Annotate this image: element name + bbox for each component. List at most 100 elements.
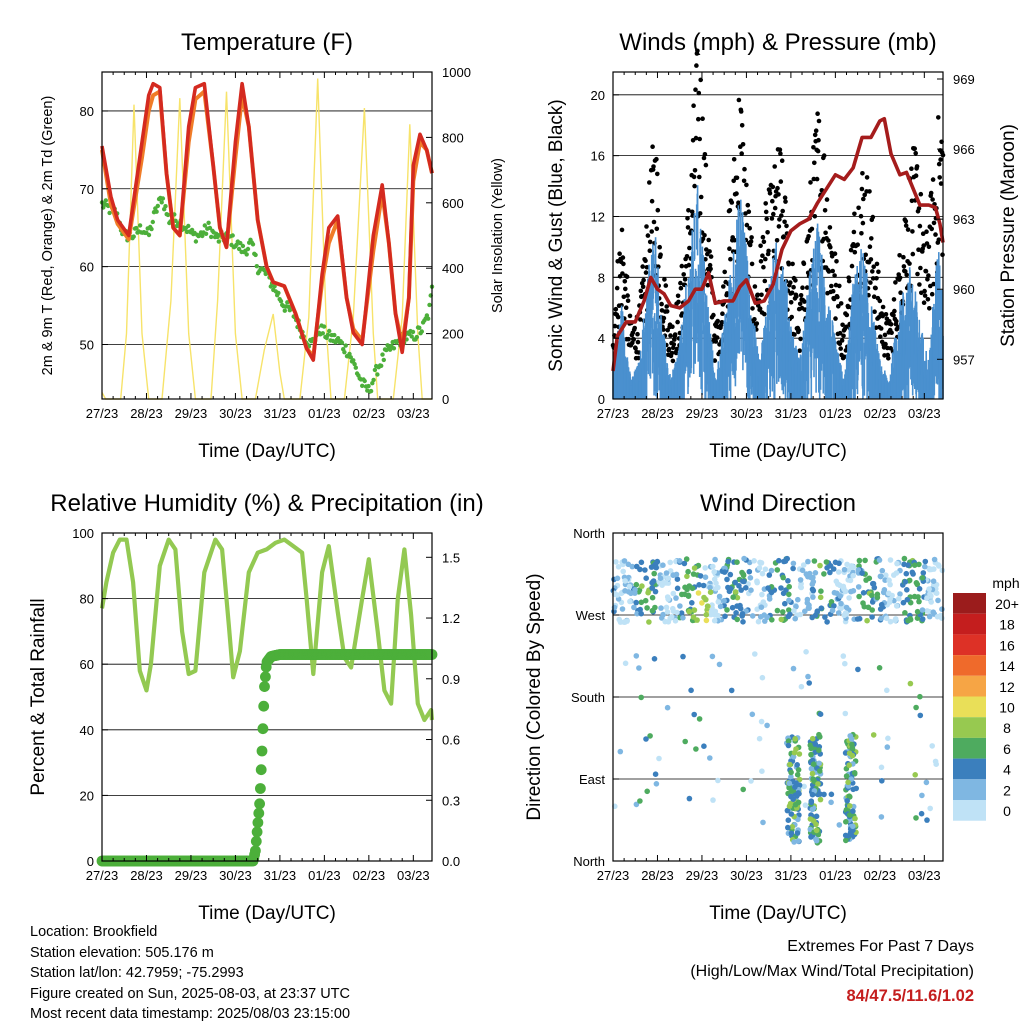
direction-point — [836, 560, 842, 567]
gust-point — [622, 279, 628, 284]
direction-point — [680, 615, 686, 621]
y-tick-label: 80 — [80, 104, 94, 119]
direction-point — [686, 795, 693, 802]
direction-point — [855, 666, 861, 673]
direction-point — [882, 577, 888, 583]
dewpoint-point — [424, 313, 430, 318]
direction-point — [795, 838, 802, 844]
direction-point — [859, 570, 865, 576]
direction-point — [808, 799, 815, 806]
dewpoint-point — [230, 233, 235, 238]
gust-point — [852, 249, 858, 255]
direction-point — [860, 590, 867, 596]
x-tick-label: 29/23 — [686, 868, 719, 883]
gust-point — [651, 219, 657, 225]
direction-point — [845, 779, 851, 786]
gust-point — [827, 225, 833, 230]
direction-point — [840, 583, 847, 590]
gust-point — [691, 174, 697, 180]
y-tick-label: 12 — [591, 209, 605, 224]
dewpoint-point — [427, 302, 432, 308]
dewpoint-point — [253, 252, 258, 258]
gust-point — [696, 116, 701, 122]
direction-point — [855, 584, 862, 590]
rainfall-point — [260, 671, 271, 683]
gust-point — [914, 164, 920, 169]
dewpoint-point — [417, 325, 422, 330]
direction-point — [622, 660, 629, 667]
direction-point — [649, 607, 656, 614]
direction-point — [844, 798, 850, 804]
direction-point — [809, 806, 816, 813]
gust-point — [635, 331, 640, 337]
direction-point — [626, 583, 633, 590]
gust-point — [643, 270, 649, 275]
direction-point — [758, 560, 765, 566]
direction-point — [932, 758, 939, 765]
direction-point — [810, 761, 817, 767]
direction-point — [622, 588, 628, 594]
speed-legend: mph 20+ 18 16 14 12 10 8 6 4 2 0 — [953, 575, 1020, 821]
y2-tick-label: 957 — [953, 352, 975, 367]
direction-point — [645, 589, 651, 596]
direction-point — [715, 612, 721, 619]
y-axis-label: Direction (Colored By Speed) — [524, 573, 545, 820]
x-tick-label: 02/23 — [353, 406, 386, 421]
direction-point — [663, 570, 670, 576]
gust-point — [861, 196, 866, 202]
gust-point — [903, 269, 908, 274]
series-dewpoint — [99, 195, 435, 394]
direction-point — [922, 558, 929, 565]
legend-swatch — [953, 800, 986, 821]
gust-point — [812, 132, 818, 138]
dewpoint-point — [103, 198, 109, 203]
gust-point — [821, 153, 827, 158]
direction-point — [760, 599, 767, 605]
x-tick-label: 01/23 — [819, 868, 852, 883]
x-tick-label: 29/23 — [175, 868, 208, 883]
legend-label: 10 — [999, 700, 1015, 716]
direction-point — [876, 557, 883, 563]
dewpoint-point — [410, 329, 416, 335]
gust-point — [658, 252, 663, 257]
direction-point — [933, 590, 940, 596]
y-tick-label: North — [573, 526, 605, 541]
gust-point — [697, 136, 702, 142]
direction-point — [707, 589, 714, 595]
gust-point — [643, 258, 648, 264]
gust-point — [924, 229, 929, 234]
direction-point — [904, 596, 911, 603]
dewpoint-point — [131, 234, 136, 239]
direction-point — [627, 598, 633, 605]
direction-point — [870, 732, 877, 738]
direction-point — [638, 559, 645, 566]
direction-point — [739, 569, 745, 576]
gust-point — [856, 205, 861, 211]
direction-point — [887, 581, 893, 588]
gust-point — [870, 269, 875, 274]
direction-point — [743, 585, 749, 591]
direction-point — [756, 565, 763, 571]
direction-point — [931, 556, 938, 563]
direction-point — [707, 755, 713, 761]
gust-point — [661, 327, 666, 332]
dewpoint-point — [165, 212, 171, 218]
direction-point — [836, 822, 843, 828]
gust-point — [672, 332, 678, 337]
gust-point — [734, 191, 739, 196]
gust-point — [695, 48, 700, 54]
direction-point — [634, 563, 640, 570]
gust-point — [822, 208, 828, 213]
direction-point — [792, 615, 798, 622]
direction-point — [722, 613, 728, 620]
dewpoint-point — [189, 227, 195, 233]
direction-point — [688, 687, 694, 694]
direction-point — [870, 580, 877, 587]
direction-point — [841, 612, 847, 619]
direction-point — [648, 564, 655, 570]
y-tick-label: 40 — [80, 723, 94, 738]
gust-point — [860, 220, 866, 226]
gust-point — [738, 109, 744, 114]
direction-point — [674, 609, 680, 616]
direction-point — [680, 653, 686, 660]
